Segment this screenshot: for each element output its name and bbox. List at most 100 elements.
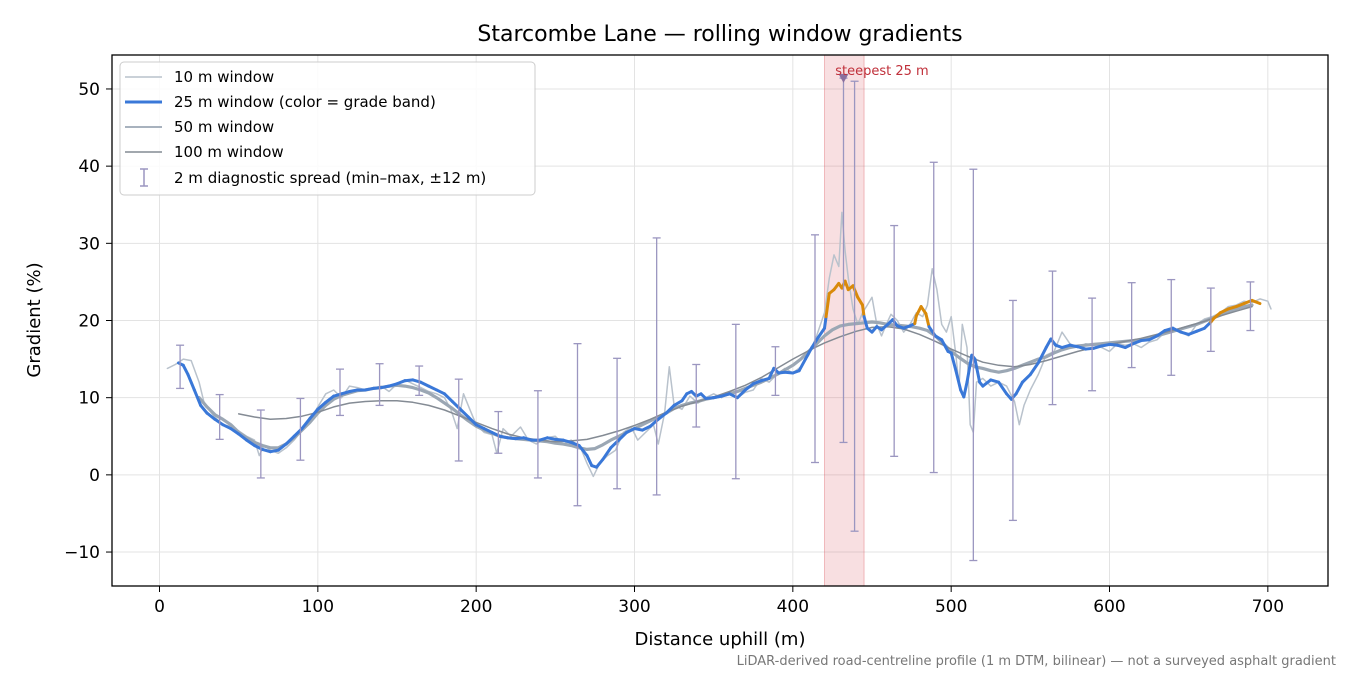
series-25m-segment — [186, 373, 196, 392]
series-25m-segment — [823, 315, 828, 330]
series-25m-segment — [997, 380, 1009, 396]
legend-label-50m: 50 m window — [174, 118, 274, 136]
spread-errorbar — [969, 168, 978, 562]
spread-errorbar — [215, 393, 224, 441]
series-25m-segment — [862, 315, 869, 330]
y-tick-label: −10 — [64, 543, 100, 563]
x-tick-label: 600 — [1093, 597, 1125, 617]
series-25m-segment — [1020, 373, 1032, 384]
series-25m-segment — [192, 388, 203, 407]
x-tick-label: 300 — [618, 597, 650, 617]
spread-errorbar — [573, 343, 582, 507]
series-25m-segment — [585, 454, 594, 468]
series-25m-segment — [1250, 298, 1262, 306]
series-25m-segment — [856, 295, 864, 307]
spread-errorbar — [1167, 278, 1176, 376]
y-axis-ticks: −10 0 10 20 30 40 50 — [64, 80, 112, 563]
spread-errorbar — [494, 410, 503, 454]
series-25m-segment — [1028, 361, 1040, 377]
spread-errorbar — [533, 390, 542, 479]
series-25m-segment — [924, 312, 931, 329]
series-25m-segment — [965, 353, 974, 384]
series-25m-segment — [577, 444, 589, 458]
spread-errorbar — [1246, 281, 1255, 332]
series-25m-segment — [276, 442, 288, 452]
series-25m-segment — [851, 284, 860, 299]
series-25m-segment — [962, 380, 969, 399]
series-layer — [166, 211, 1272, 478]
x-tick-label: 700 — [1252, 597, 1284, 617]
series-25m-segment — [949, 351, 958, 373]
series-25m-segment — [237, 432, 249, 442]
x-tick-label: 0 — [154, 597, 165, 617]
spread-errorbar — [890, 224, 899, 457]
spread-errorbar — [375, 363, 384, 407]
legend: 10 m window 25 m window (color = grade b… — [119, 61, 536, 196]
y-tick-label: 50 — [78, 80, 100, 100]
series-25m-segment — [284, 434, 296, 446]
series-25m-segment — [595, 457, 605, 469]
series-25m-segment — [300, 417, 312, 431]
series-25m-segment — [804, 346, 814, 361]
series-25m-segment — [1155, 329, 1167, 338]
spread-errorbar — [296, 397, 305, 461]
x-axis-ticks: 0 100 200 300 400 500 600 700 — [154, 586, 1284, 617]
chart-title: Starcombe Lane — rolling window gradient… — [477, 22, 962, 47]
legend-label-25m: 25 m window (color = grade band) — [174, 93, 436, 111]
spread-errorbar — [1048, 270, 1057, 406]
series-25m-segment — [861, 303, 866, 319]
spread-errorbar — [929, 161, 938, 474]
series-25m-segment — [767, 366, 776, 380]
steepest-annotation: steepest 25 m — [835, 64, 928, 79]
x-tick-label: 500 — [935, 597, 967, 617]
spread-errorbar — [336, 368, 344, 417]
spread-errorbar — [811, 234, 819, 464]
spread-errorbar — [652, 237, 661, 496]
series-25m-segment — [466, 415, 478, 427]
series-25m-segment — [1036, 346, 1048, 365]
steepest-highlight — [824, 54, 865, 587]
spread-errorbar — [1008, 299, 1017, 522]
series-25m-segment — [973, 357, 982, 384]
spread-errorbar — [731, 323, 740, 480]
spread-errorbar — [1088, 297, 1097, 392]
series-25m-segment — [656, 411, 668, 421]
spread-errorbar — [176, 344, 185, 390]
spread-errorbar — [692, 363, 701, 428]
y-axis-label: Gradient (%) — [24, 262, 45, 377]
series-25m-segment — [316, 400, 328, 411]
series-25m-segment — [229, 427, 241, 436]
steepest-marker — [838, 73, 849, 83]
series-25m-segment — [743, 382, 755, 392]
x-tick-label: 400 — [777, 597, 809, 617]
y-tick-label: 10 — [78, 389, 100, 409]
series-25m-segment — [954, 369, 963, 392]
legend-label-100m: 100 m window — [174, 143, 284, 161]
spread-errorbar — [256, 409, 265, 479]
series-25m-segment — [617, 430, 629, 442]
legend-label-spread: 2 m diagnostic spread (min–max, ±12 m) — [174, 169, 486, 187]
steepest-band — [824, 54, 865, 587]
series-25m-segment — [672, 399, 684, 407]
footnote: LiDAR-derived road-centreline profile (1… — [737, 654, 1336, 669]
series-25m-segment — [981, 378, 993, 388]
legend-swatch-spread — [140, 168, 148, 187]
series-50m-line — [197, 303, 1254, 451]
series-25m-segment — [824, 291, 831, 319]
x-tick-label: 200 — [460, 597, 492, 617]
marker-layer — [838, 73, 849, 83]
series-25m-segment — [181, 363, 190, 377]
spread-errorbar — [1127, 282, 1136, 369]
spread-errorbar — [454, 378, 463, 462]
series-25m-segment — [664, 403, 676, 415]
spread-errorbar — [415, 365, 424, 397]
series-25m-segment — [816, 326, 826, 339]
spread-errorbar — [613, 357, 622, 490]
x-axis-label: Distance uphill (m) — [635, 629, 806, 650]
spread-errorbar — [850, 80, 859, 532]
y-tick-label: 30 — [78, 234, 100, 254]
series-25m-segment — [940, 338, 950, 353]
series-25m-segment — [443, 392, 454, 404]
diagnostic-spread-layer — [176, 77, 1255, 562]
